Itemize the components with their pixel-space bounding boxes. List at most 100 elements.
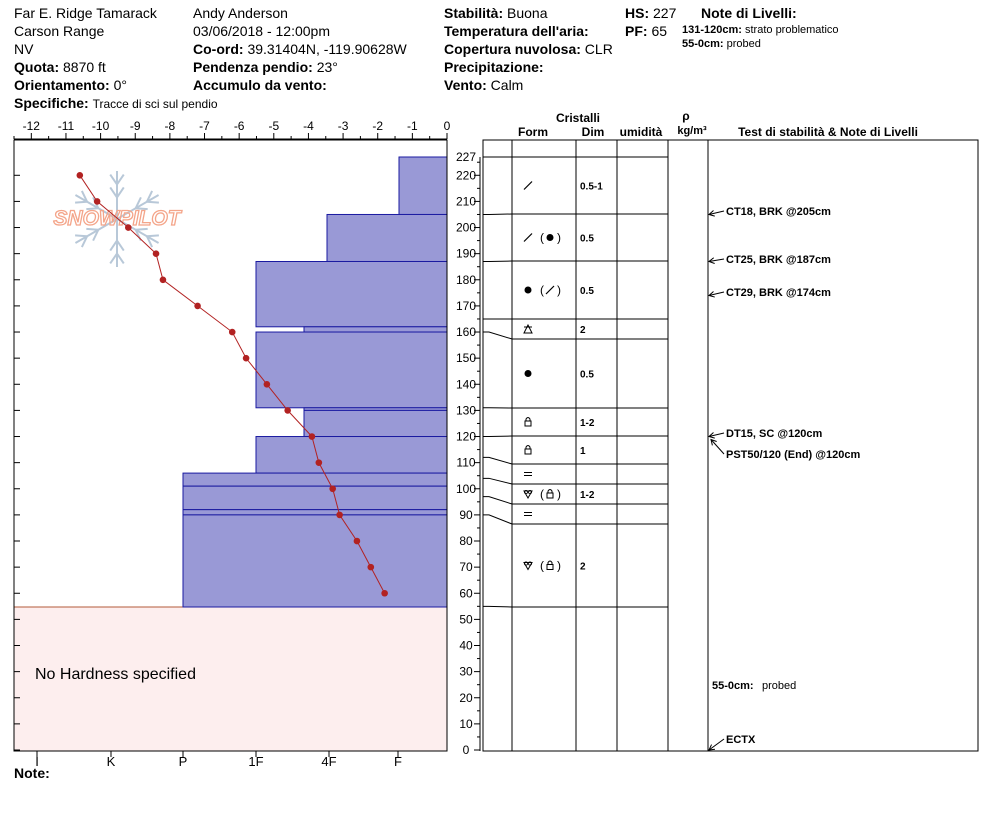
aspect-value: 0° — [113, 77, 127, 93]
faceted-icon-top — [547, 489, 553, 493]
test-label: ECTX — [726, 734, 756, 746]
wind-label: Vento: — [444, 77, 487, 93]
datetime: 03/06/2018 - 12:00pm — [193, 23, 330, 39]
air-temp-label: Temperatura dell'aria: — [444, 23, 589, 39]
hardness-layer — [398, 156, 448, 215]
snowflake-branch — [109, 240, 118, 252]
foot-penetration: PF: 65 — [625, 22, 667, 40]
depth-connector — [483, 496, 513, 505]
hardness-tick-label: I — [35, 754, 39, 769]
tests-header: Test di stabilità & Note di Livelli — [738, 125, 918, 139]
height-tick-label: 170 — [456, 299, 476, 313]
specifics-label: Specifiche: — [14, 95, 89, 111]
height-tick-label: 20 — [459, 691, 473, 705]
crystal-row: 0.5-1 — [523, 181, 603, 193]
test-arrowhead — [707, 257, 715, 264]
temp-tick-label: -11 — [58, 119, 75, 133]
mixed-forms-icon — [523, 562, 533, 571]
temperature-point — [194, 302, 201, 310]
wind-load-label: Accumulo da vento: — [193, 77, 327, 93]
stability-test: CT29, BRK @174cm — [707, 287, 831, 299]
stability-test: DT15, SC @120cm — [707, 428, 823, 440]
hardness-layer — [255, 331, 448, 409]
crystal-row: 1-2 — [524, 417, 595, 429]
snowflake-branch — [80, 190, 88, 203]
stability-test: CT25, BRK @187cm — [707, 254, 831, 266]
crystal-row — [524, 472, 532, 476]
test-arrowhead — [710, 438, 717, 446]
snowflake-branch — [146, 235, 154, 248]
test-label: PST50/120 (End) @120cm — [726, 449, 860, 461]
height-tick-label: 100 — [456, 482, 476, 496]
test-leader — [708, 432, 725, 438]
test-leader — [708, 738, 725, 751]
stability-test: PST50/120 (End) @120cm — [710, 438, 860, 461]
snowflake-branch — [146, 190, 154, 203]
crystal-size: 1-2 — [580, 418, 595, 429]
crystal-size: 1-2 — [580, 490, 595, 501]
hardness-layer — [182, 514, 448, 608]
height-tick-label: 160 — [456, 325, 476, 339]
rounded-icon — [524, 370, 532, 377]
height-tick-label: 30 — [459, 665, 473, 679]
precipitation: Precipitazione: — [444, 58, 544, 76]
temp-tick-label: -3 — [338, 119, 349, 133]
height-tick-label: 110 — [456, 456, 475, 470]
crystal-size: 0.5 — [580, 370, 594, 381]
probed-range: 55-0cm: — [712, 680, 754, 692]
temp-tick-label: -12 — [23, 119, 41, 133]
height-tick-label: 40 — [459, 639, 473, 653]
paren-close: ) — [557, 559, 561, 573]
paren-close: ) — [557, 283, 561, 297]
snowflake-branch — [116, 186, 125, 198]
crystal-row: () 0.5 — [524, 283, 594, 297]
crystal-row — [524, 512, 532, 516]
temperature-point — [367, 563, 375, 571]
height-tick-label: 120 — [456, 430, 476, 444]
snowflake-branch — [92, 229, 100, 242]
temp-tick-label: -1 — [407, 119, 418, 133]
snowflake-branch — [75, 200, 88, 204]
height-tick-label: 200 — [456, 221, 476, 235]
paren-close: ) — [557, 487, 561, 501]
height-tick-label: 60 — [459, 586, 473, 600]
snowflake-branch — [86, 207, 99, 211]
location-name: Far E. Ridge Tamarack — [14, 5, 157, 21]
stability-value: Buona — [507, 5, 548, 21]
rho-header: ρ — [682, 109, 689, 123]
density-header: kg/m³ — [677, 125, 707, 137]
hardness-layer — [182, 509, 448, 516]
temperature-point — [336, 511, 343, 519]
hs-label: HS: — [625, 5, 650, 21]
height-tick-label: 210 — [456, 194, 476, 208]
elevation-value: 8870 ft — [63, 59, 106, 75]
snowflake-arm — [116, 218, 160, 244]
no-hardness-region — [14, 607, 447, 751]
layer-note-range: 131-120cm: — [682, 24, 742, 36]
temperature-point — [263, 380, 271, 388]
hardness-layer — [303, 409, 448, 438]
temperature-point — [308, 433, 316, 440]
height-tick-label: 130 — [456, 403, 476, 417]
snowflake-branch — [146, 200, 159, 204]
faceted-icon — [524, 420, 532, 427]
layer-note-text: strato problematico — [745, 24, 839, 36]
crystal-size: 0.5-1 — [580, 182, 603, 193]
mixed-forms-icon — [528, 561, 533, 566]
layer-notes-title: Note di Livelli: — [701, 5, 797, 21]
aspect-label: Orientamento: — [14, 77, 110, 93]
temp-tick-label: -9 — [130, 119, 141, 133]
temp-tick-label: -7 — [199, 119, 210, 133]
plot-frame — [13, 139, 448, 752]
crystal-size: 1 — [580, 446, 586, 457]
depth-connector — [483, 331, 513, 340]
layer-note-text: probed — [726, 38, 761, 50]
probed-note: 55-0cm: probed — [712, 680, 796, 692]
coordinates: Co-ord: 39.31404N, -119.90628W — [193, 40, 407, 58]
test-leader — [710, 439, 725, 455]
rounded-icon — [524, 286, 532, 294]
height-tick-label: 70 — [459, 560, 473, 574]
air-temp: Temperatura dell'aria: — [444, 22, 589, 40]
hardness-layer — [326, 213, 448, 262]
height-tick-label: 0 — [463, 743, 470, 757]
